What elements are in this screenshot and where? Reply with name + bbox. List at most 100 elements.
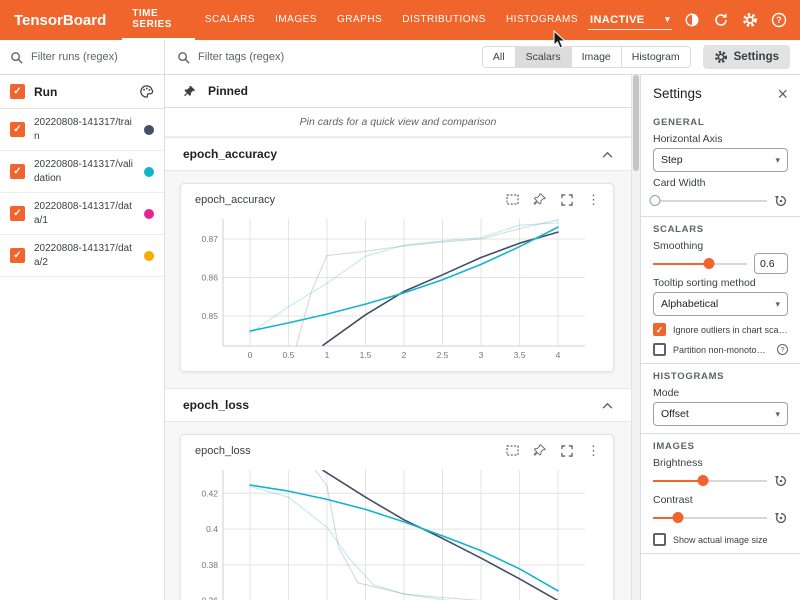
filter-button-all[interactable]: All (482, 47, 515, 67)
card-width-slider[interactable] (649, 194, 767, 207)
run-checkbox-data2[interactable] (10, 248, 25, 263)
section-header-epoch-loss[interactable]: epoch_loss (165, 388, 631, 421)
filter-button-image[interactable]: Image (570, 47, 621, 67)
filter-runs-input[interactable] (31, 51, 154, 63)
show-actual-size-checkbox[interactable] (653, 533, 666, 546)
tab-graphs[interactable]: GRAPHS (336, 13, 383, 25)
svg-text:0.38: 0.38 (201, 560, 218, 570)
epoch-accuracy-chart[interactable]: 0 0.5 1 1.5 2 2.5 3 3.5 4 0.85 0.86 0.87 (191, 211, 597, 363)
settings-button[interactable]: Settings (702, 45, 790, 69)
reset-card-width-icon[interactable] (774, 194, 788, 208)
gear-icon[interactable] (741, 11, 759, 29)
pinned-hint-text: Pin cards for a quick view and compariso… (165, 108, 631, 137)
chevron-up-icon[interactable] (602, 402, 613, 409)
smoothing-slider[interactable] (653, 257, 747, 270)
tab-histograms[interactable]: HISTOGRAMS (505, 13, 578, 25)
contrast-slider[interactable] (653, 511, 767, 524)
divider (641, 216, 800, 217)
pinned-section-header: Pinned (165, 75, 631, 108)
reload-status-value: INACTIVE (590, 13, 645, 26)
fullscreen-icon[interactable] (559, 192, 574, 207)
run-name-validation: 20220808-141317/validation (34, 159, 133, 184)
reset-brightness-icon[interactable] (774, 474, 788, 488)
select-all-runs-checkbox[interactable] (10, 84, 25, 99)
cards-main-area: Pinned Pin cards for a quick view and co… (165, 75, 631, 600)
horizontal-axis-label: Horizontal Axis (653, 133, 723, 145)
help-icon[interactable]: ? (777, 344, 788, 355)
card-region-epoch-loss: epoch_loss (165, 421, 631, 600)
run-checkbox-train[interactable] (10, 122, 25, 137)
section-title: epoch_loss (183, 398, 250, 412)
help-icon[interactable]: ? (770, 11, 788, 29)
app-logo: TensorBoard (14, 11, 107, 29)
tab-distributions[interactable]: DISTRIBUTIONS (402, 13, 486, 25)
close-icon[interactable]: × (777, 83, 788, 104)
more-options-icon[interactable]: ⋮ (587, 442, 600, 458)
lower-area: Pinned Pin cards for a quick view and co… (165, 75, 800, 600)
fit-to-data-icon[interactable] (505, 192, 520, 207)
ignore-outliers-row[interactable]: Ignore outliers in chart scaling (653, 323, 788, 336)
tooltip-sorting-select[interactable]: Alphabetical ▾ (653, 292, 788, 316)
smoothing-row: 0.6 (653, 253, 788, 274)
tag-type-toggle-group: All Scalars Image Histogram (481, 46, 691, 68)
palette-icon (139, 84, 154, 99)
filter-button-scalars[interactable]: Scalars (514, 47, 571, 67)
run-name-train: 20220808-141317/train (34, 117, 132, 142)
smoothing-value-input[interactable]: 0.6 (754, 253, 788, 274)
card-width-label: Card Width (653, 177, 706, 189)
fit-to-data-icon[interactable] (505, 443, 520, 458)
smoothing-label: Smoothing (653, 240, 704, 252)
tooltip-sorting-value: Alphabetical (661, 298, 719, 310)
svg-text:2.5: 2.5 (437, 350, 449, 360)
run-row-data2[interactable]: 20220808-141317/data/2 (0, 235, 164, 277)
ignore-outliers-checkbox[interactable] (653, 323, 666, 336)
svg-text:0.42: 0.42 (201, 488, 218, 498)
run-row-validation[interactable]: 20220808-141317/validation (0, 151, 164, 193)
filter-tags-input[interactable] (198, 51, 474, 63)
run-checkbox-validation[interactable] (10, 164, 25, 179)
main-scrollbar[interactable] (631, 75, 640, 600)
pinned-label: Pinned (208, 84, 249, 98)
theme-contrast-icon[interactable] (683, 11, 701, 29)
refresh-icon[interactable] (712, 11, 730, 29)
reload-status-dropdown[interactable]: INACTIVE ▾ (588, 11, 672, 30)
horizontal-axis-select[interactable]: Step ▾ (653, 148, 788, 172)
run-checkbox-data1[interactable] (10, 206, 25, 221)
more-options-icon[interactable]: ⋮ (587, 191, 600, 207)
chevron-down-icon: ▾ (775, 298, 780, 309)
pin-card-icon[interactable] (532, 443, 547, 458)
ignore-outliers-label: Ignore outliers in chart scaling (673, 324, 788, 335)
svg-text:?: ? (776, 15, 782, 25)
partition-x-axis-row[interactable]: Partition non-monotonic X axis ? (653, 343, 788, 356)
brightness-slider[interactable] (653, 474, 767, 487)
partition-x-axis-label: Partition non-monotonic X axis (673, 344, 770, 355)
tab-scalars[interactable]: SCALARS (204, 13, 256, 25)
show-actual-size-label: Show actual image size (673, 534, 768, 545)
svg-text:0.4: 0.4 (206, 524, 218, 534)
images-section-label: IMAGES (653, 441, 695, 452)
histogram-mode-select[interactable]: Offset ▾ (653, 402, 788, 426)
divider (641, 433, 800, 434)
app-header: TensorBoard TIME SERIES SCALARS IMAGES G… (0, 0, 800, 40)
pin-icon (183, 85, 196, 98)
epoch-loss-chart[interactable]: 00.511.522.533.540.360.380.40.42 (191, 462, 597, 600)
settings-button-label: Settings (733, 51, 779, 63)
search-icon (10, 51, 23, 64)
chevron-up-icon[interactable] (602, 151, 613, 158)
fullscreen-icon[interactable] (559, 443, 574, 458)
run-row-data1[interactable]: 20220808-141317/data/1 (0, 193, 164, 235)
svg-text:0.36: 0.36 (201, 596, 218, 600)
section-header-epoch-accuracy[interactable]: epoch_accuracy (165, 137, 631, 170)
scalar-card-epoch-accuracy: epoch_accuracy (180, 183, 614, 372)
brightness-row (653, 472, 788, 489)
show-actual-size-row[interactable]: Show actual image size (653, 533, 788, 546)
scrollbar-thumb[interactable] (633, 75, 639, 171)
tab-images[interactable]: IMAGES (275, 13, 317, 25)
run-row-train[interactable]: 20220808-141317/train (0, 109, 164, 151)
general-section-label: GENERAL (653, 117, 705, 128)
tab-time-series[interactable]: TIME SERIES (122, 0, 195, 40)
filter-button-histogram[interactable]: Histogram (620, 47, 690, 67)
pin-card-icon[interactable] (532, 192, 547, 207)
reset-contrast-icon[interactable] (774, 511, 788, 525)
partition-x-axis-checkbox[interactable] (653, 343, 666, 356)
